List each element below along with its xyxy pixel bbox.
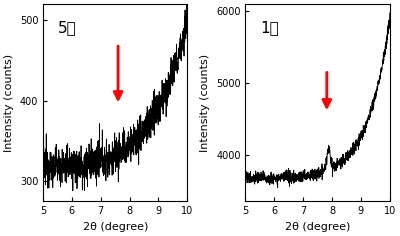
X-axis label: 2θ (degree): 2θ (degree) <box>285 222 350 232</box>
Text: 5秒: 5秒 <box>58 20 76 35</box>
X-axis label: 2θ (degree): 2θ (degree) <box>82 222 148 232</box>
Text: 1分: 1分 <box>260 20 279 35</box>
Y-axis label: Intensity (counts): Intensity (counts) <box>4 54 14 152</box>
Y-axis label: Intensity (counts): Intensity (counts) <box>200 54 210 152</box>
